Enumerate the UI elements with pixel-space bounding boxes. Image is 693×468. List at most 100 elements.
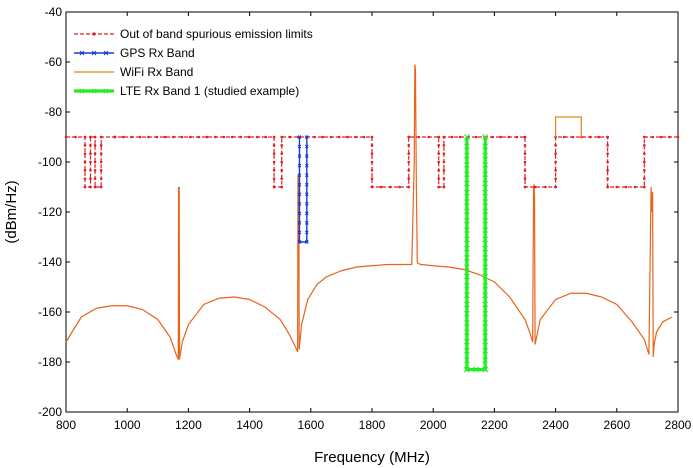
series-marker (407, 169, 411, 172)
series-marker (89, 169, 92, 172)
series-marker (362, 135, 366, 139)
series-marker (482, 348, 489, 354)
series-marker (606, 177, 609, 180)
series-marker (464, 338, 470, 345)
series-marker (180, 135, 184, 139)
series-marker (437, 144, 441, 147)
series-marker (523, 144, 527, 147)
series-marker (280, 135, 284, 139)
series-marker (230, 135, 234, 139)
series-marker (464, 255, 470, 261)
series-marker (588, 135, 592, 139)
series-marker (450, 135, 454, 139)
series-marker (297, 211, 302, 216)
series-marker (606, 144, 609, 147)
x-tick-label: 2000 (420, 418, 447, 432)
series-marker (83, 152, 87, 155)
series-marker (464, 217, 470, 224)
legend-marker (92, 32, 96, 36)
series-marker (464, 282, 470, 289)
x-tick-label: 1400 (236, 418, 263, 432)
x-tick-label: 1000 (114, 418, 141, 432)
series-marker (83, 144, 87, 147)
series-marker (651, 135, 655, 139)
series-marker (272, 177, 276, 180)
series-marker (624, 185, 628, 189)
series-marker (256, 135, 259, 139)
series-marker (464, 199, 470, 205)
series-marker (571, 135, 575, 139)
series-marker (615, 185, 619, 189)
series-marker (442, 177, 446, 180)
series-marker (89, 160, 92, 164)
series-marker (354, 135, 357, 139)
series-marker (329, 135, 333, 139)
series-marker (523, 152, 527, 155)
series-marker (482, 357, 489, 364)
x-tick-label: 1600 (297, 418, 324, 432)
series-marker (475, 135, 478, 139)
series-marker (346, 135, 349, 139)
series-marker (370, 160, 374, 164)
legend: Out of band spurious emission limits GPS … (74, 27, 313, 98)
series-marker (297, 135, 302, 139)
x-axis: 800 1000 1200 1400 1600 1800 2000 2200 2400 2600 2… (56, 12, 692, 432)
y-tick-label: -180 (38, 355, 62, 369)
series-marker (297, 154, 302, 158)
series-marker (437, 185, 441, 189)
series-marker (205, 135, 209, 139)
y-axis: -200 -180 -160 -140 -120 -100 -80 -60 -40 (38, 5, 678, 419)
series-marker (427, 135, 431, 139)
series-marker (554, 185, 557, 189)
series-marker (442, 185, 446, 189)
series-marker (172, 135, 175, 139)
series-marker (304, 182, 309, 187)
series-marker (93, 160, 97, 164)
y-tick-label: -40 (45, 5, 63, 19)
series-marker (499, 135, 502, 139)
series-marker (597, 135, 601, 139)
y-tick-label: -200 (38, 405, 62, 419)
series-marker (482, 217, 489, 224)
plot-area (65, 11, 679, 413)
series-marker (304, 163, 309, 168)
series-marker (272, 135, 276, 139)
series-marker (280, 160, 284, 164)
series-marker (562, 135, 566, 139)
series-marker (464, 208, 470, 215)
series-marker (297, 163, 302, 168)
legend-marker (79, 50, 85, 56)
series-marker (464, 329, 470, 336)
series-marker (437, 152, 441, 155)
series-marker (606, 185, 609, 189)
series-marker (304, 201, 309, 206)
series-marker (464, 180, 470, 187)
legend-marker (79, 88, 85, 94)
gps-rx-band-line (298, 137, 308, 243)
series-marker (523, 135, 527, 139)
series-marker (155, 135, 159, 139)
series-marker (464, 320, 470, 326)
series-marker (464, 162, 470, 168)
series-marker (93, 185, 97, 189)
series-marker (272, 152, 276, 155)
series-marker (482, 338, 489, 345)
series-marker (280, 144, 284, 147)
emission-spectrum-line (65, 64, 673, 360)
series-marker (89, 152, 92, 155)
series-marker (464, 152, 470, 159)
series-marker (321, 135, 325, 139)
series-marker (297, 173, 302, 178)
series-marker (482, 245, 489, 252)
series-marker (464, 292, 470, 298)
series-marker (482, 189, 489, 196)
series-marker (99, 144, 103, 147)
series-marker (130, 135, 134, 139)
series-marker (482, 273, 489, 280)
series-marker (464, 245, 470, 252)
series-marker (464, 171, 470, 178)
series-marker (304, 144, 309, 149)
series-marker (304, 221, 309, 225)
series-marker (643, 177, 646, 180)
series-marker (288, 135, 292, 139)
